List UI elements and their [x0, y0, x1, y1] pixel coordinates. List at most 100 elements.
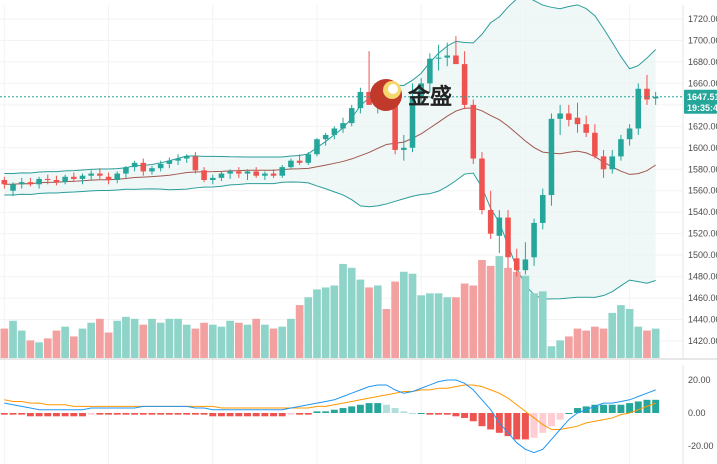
macd-histogram-bar — [652, 399, 660, 413]
candle[interactable] — [583, 115, 589, 138]
macd-histogram-bar — [200, 413, 208, 415]
candle[interactable] — [105, 172, 112, 185]
candle[interactable] — [296, 154, 303, 165]
candle[interactable] — [62, 174, 68, 185]
candle[interactable] — [279, 164, 286, 178]
candle[interactable] — [253, 167, 259, 178]
candle[interactable] — [244, 169, 251, 180]
candle[interactable] — [1, 176, 8, 189]
candle[interactable] — [418, 78, 424, 105]
candle[interactable] — [566, 104, 572, 127]
candle[interactable] — [505, 210, 511, 269]
candle[interactable] — [644, 74, 650, 105]
candle[interactable] — [557, 104, 563, 135]
candle[interactable] — [123, 166, 129, 178]
candle[interactable] — [288, 158, 294, 170]
candle[interactable] — [157, 160, 164, 172]
candle-body — [583, 124, 589, 133]
macd-histogram-bar — [278, 413, 286, 417]
candle[interactable] — [97, 168, 103, 179]
candle[interactable] — [522, 242, 529, 275]
volume-bar — [443, 297, 452, 358]
candle[interactable] — [487, 190, 494, 240]
volume-bar — [165, 318, 174, 358]
candle[interactable] — [435, 44, 442, 71]
candle-body — [600, 156, 607, 170]
candle[interactable] — [574, 102, 581, 133]
candle[interactable] — [53, 175, 60, 186]
macd-line — [4, 379, 656, 454]
candle[interactable] — [183, 154, 190, 163]
candle[interactable] — [331, 126, 338, 140]
candle[interactable] — [592, 124, 598, 159]
candle[interactable] — [409, 83, 416, 153]
candle[interactable] — [609, 149, 616, 174]
candle[interactable] — [305, 152, 312, 165]
candle[interactable] — [18, 177, 25, 189]
candle[interactable] — [461, 51, 468, 110]
candle[interactable] — [618, 134, 624, 161]
candle[interactable] — [548, 113, 555, 206]
candle-body — [401, 147, 407, 150]
macd-axis[interactable]: 20.00 0.00 -20.00 — [688, 375, 714, 451]
candle[interactable] — [453, 36, 459, 65]
candlesticks[interactable] — [1, 36, 659, 277]
volume-bar — [182, 324, 191, 358]
candle[interactable] — [539, 188, 546, 230]
candle[interactable] — [314, 138, 320, 157]
candle[interactable] — [470, 99, 477, 164]
candle[interactable] — [218, 171, 225, 182]
candle[interactable] — [357, 87, 364, 114]
candle[interactable] — [348, 104, 355, 127]
candle[interactable] — [340, 117, 346, 133]
candle[interactable] — [322, 132, 329, 146]
candle[interactable] — [10, 182, 16, 197]
volume-bar — [504, 267, 512, 358]
candle[interactable] — [270, 169, 277, 178]
candle[interactable] — [166, 157, 173, 169]
candle[interactable] — [209, 174, 216, 185]
candle[interactable] — [496, 210, 503, 253]
candle[interactable] — [479, 152, 485, 215]
candle[interactable] — [36, 176, 42, 189]
macd-tick-label: 20.00 — [688, 375, 711, 385]
macd-histogram-bar — [617, 404, 625, 413]
candle[interactable] — [175, 154, 181, 165]
candle-body — [453, 55, 459, 65]
candle[interactable] — [201, 167, 207, 183]
volume-bar — [556, 340, 564, 358]
candle[interactable] — [427, 53, 433, 92]
candle-body — [548, 118, 555, 196]
candle[interactable] — [262, 171, 268, 180]
candle[interactable] — [149, 166, 155, 175]
candle[interactable] — [444, 42, 451, 67]
volume-bar — [478, 260, 486, 358]
volume-bar — [226, 320, 234, 358]
candle[interactable] — [71, 172, 77, 183]
candle[interactable] — [626, 124, 633, 146]
candle[interactable] — [88, 170, 94, 180]
candle[interactable] — [44, 174, 51, 185]
candle[interactable] — [114, 171, 121, 184]
volume-bar — [608, 312, 617, 358]
candle[interactable] — [192, 152, 199, 174]
candle[interactable] — [401, 134, 407, 161]
volume-bar — [96, 318, 104, 358]
candle[interactable] — [236, 167, 242, 178]
candle[interactable] — [513, 248, 520, 277]
candle[interactable] — [600, 149, 607, 178]
candle[interactable] — [531, 218, 537, 266]
candle[interactable] — [140, 158, 147, 176]
volume-bar — [26, 340, 35, 358]
candle[interactable] — [27, 177, 34, 187]
candle[interactable] — [79, 173, 86, 185]
candle[interactable] — [652, 91, 659, 105]
candle[interactable] — [366, 51, 372, 105]
volume-bar — [330, 285, 339, 358]
candle[interactable] — [635, 83, 642, 135]
candle[interactable] — [227, 169, 233, 179]
candle[interactable] — [131, 160, 138, 172]
candle-body — [652, 96, 659, 99]
candle-body — [470, 104, 477, 159]
